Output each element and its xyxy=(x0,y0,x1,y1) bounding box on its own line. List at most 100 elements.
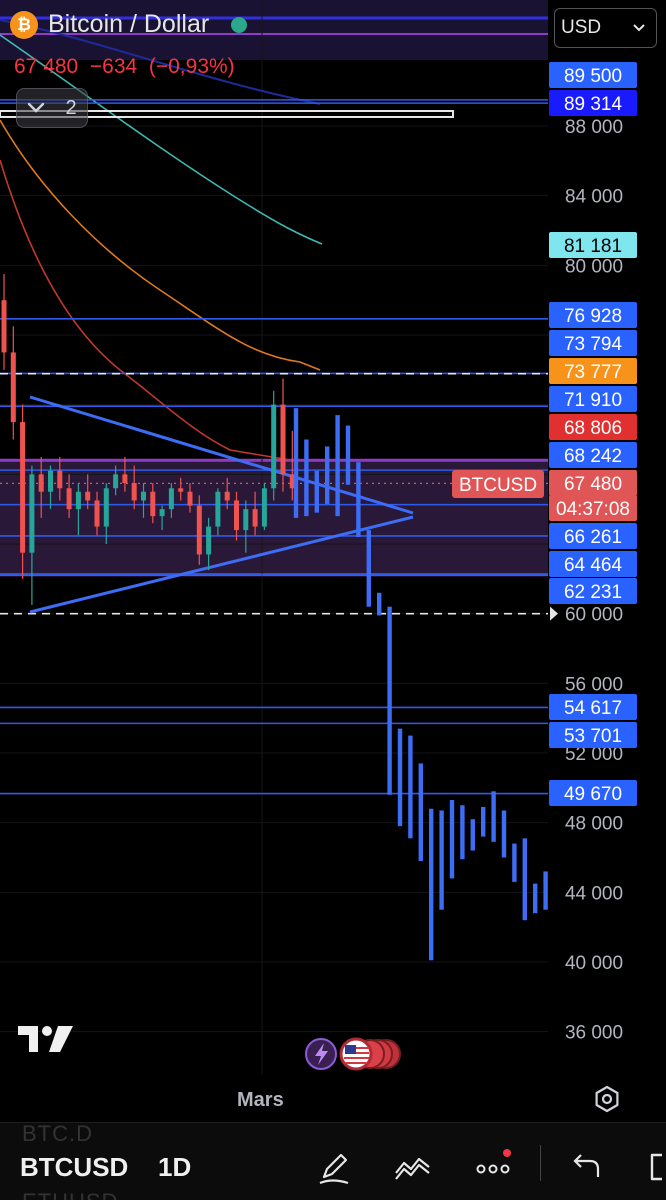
price-badge-label: 49 670 xyxy=(564,784,622,805)
chevron-down-icon xyxy=(633,24,645,32)
candle-body xyxy=(196,505,202,555)
price-badge xyxy=(549,722,637,748)
price-badge-label: 73 777 xyxy=(564,362,622,383)
candle-body xyxy=(122,474,128,484)
price-badge-label: 76 928 xyxy=(564,306,622,327)
symbol-title[interactable]: Bitcoin / Dollar xyxy=(48,10,210,38)
chart-settings-icon[interactable] xyxy=(592,1084,622,1114)
currency-select[interactable]: USD xyxy=(554,8,657,48)
price-badge-label: 68 242 xyxy=(564,446,622,467)
candle-body xyxy=(141,491,146,501)
market-open-status-icon xyxy=(231,16,248,33)
candle-body xyxy=(243,509,249,531)
drawing-bar xyxy=(408,735,413,839)
candle-body xyxy=(1,300,7,353)
price-badge xyxy=(549,330,637,356)
chevron-down-icon xyxy=(28,102,45,113)
candle-body xyxy=(103,488,109,527)
drawing-bar xyxy=(418,763,423,861)
price-badge xyxy=(549,62,637,88)
price-badge xyxy=(549,442,637,468)
price-change-quote: 67 480 −634 (−0,93%) xyxy=(14,55,235,78)
drawing-bar xyxy=(491,791,496,842)
candle-body xyxy=(48,470,53,492)
symbol-row[interactable]: ₿ Bitcoin / Dollar xyxy=(10,10,248,39)
price-badge xyxy=(549,358,637,384)
drawing-bar xyxy=(460,805,465,860)
price-badge-label: 54 617 xyxy=(564,698,622,719)
tradingview-logo-icon[interactable] xyxy=(18,1024,74,1054)
candle-body xyxy=(224,491,230,501)
chart-header: ₿ Bitcoin / Dollar 67 480 −634 (−0,93%) … xyxy=(0,0,548,130)
drawing-bar xyxy=(470,819,475,851)
indicators-icon[interactable] xyxy=(393,1147,433,1187)
drawing-bar xyxy=(512,843,517,882)
price-chart[interactable]: 88 000 84 000 80 000 60 000 56 000 52 000 48 0… xyxy=(0,0,666,1122)
price-badge xyxy=(549,780,637,806)
price-badges: 89 500 89 314 81 181 76 928 73 794 73 777 71 9… xyxy=(549,62,637,806)
drawing-bar xyxy=(522,838,527,921)
candle-body xyxy=(66,488,72,510)
price-axis-tick: 84 000 xyxy=(565,187,623,208)
triangle-pattern xyxy=(29,395,414,614)
candle-body xyxy=(94,500,100,527)
drawing-bar xyxy=(335,415,340,517)
drawing-bar xyxy=(304,439,309,517)
fullscreen-icon[interactable] xyxy=(642,1147,666,1187)
price-badge-label: 73 794 xyxy=(564,334,623,355)
candle-body xyxy=(85,491,91,501)
moving-averages xyxy=(0,19,323,461)
price-axis[interactable]: 88 000 84 000 80 000 60 000 56 000 52 000 48 0… xyxy=(550,117,623,1044)
candle-body xyxy=(29,474,35,553)
pencil-icon[interactable] xyxy=(314,1147,354,1187)
drawing-bar xyxy=(429,808,434,961)
drawing-bar xyxy=(293,408,299,518)
drawing-bar xyxy=(501,810,507,858)
price-badge xyxy=(549,694,637,720)
candle-body xyxy=(75,491,81,510)
candles xyxy=(1,274,548,961)
price-badge-label: 81 181 xyxy=(564,236,622,257)
price-axis-tick: 56 000 xyxy=(565,674,623,695)
interval-selector[interactable]: 1D xyxy=(158,1152,192,1182)
price-badge-label: 04:37:08 xyxy=(556,499,630,520)
economic-events[interactable] xyxy=(304,1036,404,1072)
symbol-selector[interactable]: BTCUSD xyxy=(20,1152,129,1182)
candle-body xyxy=(187,491,193,506)
candle-body xyxy=(271,404,277,489)
price-badge xyxy=(549,232,637,258)
level-marker-icon xyxy=(550,606,558,621)
price-badge xyxy=(549,523,637,549)
more-icon[interactable] xyxy=(473,1147,513,1187)
price-axis-tick: 40 000 xyxy=(565,953,623,974)
x-axis-label: Mars xyxy=(237,1089,284,1111)
candle-body xyxy=(261,488,267,527)
toolbar-separator xyxy=(540,1145,541,1181)
price-badge xyxy=(549,551,637,577)
drawing-bar xyxy=(439,810,444,910)
undo-icon[interactable] xyxy=(566,1147,606,1187)
ghost-symbol-above: BTC.D xyxy=(22,1121,93,1146)
price-badge xyxy=(549,386,637,412)
price-badge-label: 67 480 xyxy=(564,474,622,495)
price-badge-label: 64 464 xyxy=(564,555,623,576)
symbol-tag: BTCUSD xyxy=(452,470,544,498)
drawing-bar xyxy=(397,728,403,827)
price-axis-tick: 44 000 xyxy=(565,883,623,904)
ghost-symbol-below: ETHUSD xyxy=(22,1189,118,1200)
drawing-bar xyxy=(387,606,392,795)
drawing-bar xyxy=(543,871,548,910)
candle-body xyxy=(10,352,16,423)
price-badge-label: 89 500 xyxy=(564,66,622,87)
top-zone-rect xyxy=(0,0,548,60)
price-axis-tick: 52 000 xyxy=(565,744,623,765)
ma-line-orange xyxy=(0,119,321,371)
drawing-bar xyxy=(533,883,538,914)
indicators-collapse-button[interactable]: 2 xyxy=(16,88,88,128)
price-axis-tick: 48 000 xyxy=(565,814,623,835)
drawing-bar xyxy=(449,800,455,879)
candle-body xyxy=(234,500,239,531)
price-axis-tick: 88 000 xyxy=(565,117,623,138)
drawing-bar xyxy=(325,446,330,504)
indicator-count: 2 xyxy=(65,96,77,119)
